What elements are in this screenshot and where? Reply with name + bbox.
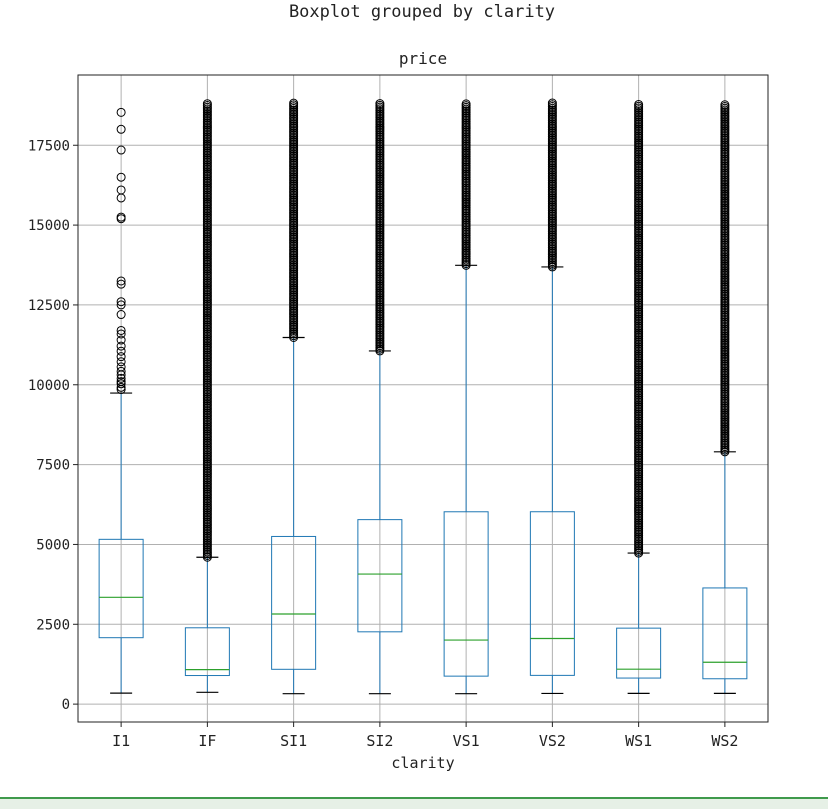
box-layer xyxy=(98,98,748,695)
x-tick-label-vs1: VS1 xyxy=(453,732,480,750)
box-group-ws2 xyxy=(702,100,748,694)
outlier-point xyxy=(289,98,299,108)
outlier-point xyxy=(116,297,126,307)
box-group-si1 xyxy=(271,98,317,695)
iqr-box xyxy=(184,627,230,677)
x-tick-label-si1: SI1 xyxy=(280,732,307,750)
iqr-box xyxy=(443,511,489,677)
box-group-i1 xyxy=(98,107,144,694)
outlier-point xyxy=(116,346,126,356)
iqr-box xyxy=(702,587,748,680)
outlier-group xyxy=(375,99,385,356)
outlier-group xyxy=(202,99,212,562)
outlier-point xyxy=(375,99,385,109)
iqr-box xyxy=(529,511,575,676)
x-tick-label-ws1: WS1 xyxy=(625,732,652,750)
iqr-box xyxy=(357,519,403,633)
outlier-point xyxy=(116,335,126,345)
outlier-point xyxy=(116,124,126,134)
x-tick-label-vs2: VS2 xyxy=(539,732,566,750)
y-tick-label: 17500 xyxy=(28,138,70,154)
outlier-point xyxy=(461,99,471,109)
x-tick-label-if: IF xyxy=(198,732,216,750)
outlier-point xyxy=(116,373,126,383)
figure-suptitle: Boxplot grouped by clarity xyxy=(288,2,556,22)
y-tick-label: 0 xyxy=(62,697,70,713)
outlier-point xyxy=(116,107,126,117)
outlier-point xyxy=(116,382,126,392)
outlier-point xyxy=(116,329,126,339)
outlier-point xyxy=(547,98,557,108)
y-tick-label: 10000 xyxy=(28,378,70,394)
box-group-vs2 xyxy=(529,98,575,695)
outlier-group xyxy=(289,98,299,343)
outlier-group xyxy=(720,100,730,457)
outlier-point xyxy=(202,99,212,109)
outlier-point xyxy=(116,366,126,376)
box-group-ws1 xyxy=(616,99,662,694)
bottom-status-strip xyxy=(0,797,828,809)
axis-layer: 0 2500 5000 7500 10000 12500 15000 17500 I1 IF SI1… xyxy=(28,74,769,750)
iqr-box xyxy=(98,538,144,639)
iqr-box xyxy=(271,535,317,670)
box-group-if xyxy=(184,99,230,693)
grid-layer xyxy=(78,75,768,722)
x-axis-label: clarity xyxy=(391,754,454,772)
outlier-point xyxy=(116,377,126,387)
outlier-point xyxy=(116,310,126,320)
outlier-point xyxy=(116,300,126,310)
y-tick-label: 7500 xyxy=(36,458,70,474)
x-tick-label-si2: SI2 xyxy=(366,732,393,750)
outlier-point xyxy=(720,100,730,110)
outlier-point xyxy=(116,341,126,351)
axes-title: price xyxy=(399,49,447,68)
outlier-point xyxy=(116,379,126,389)
box-group-si2 xyxy=(357,99,403,695)
outlier-point xyxy=(116,145,126,155)
outlier-point xyxy=(634,99,644,109)
bottom-status-line xyxy=(0,797,828,799)
outlier-group xyxy=(547,98,557,272)
box-group-vs1 xyxy=(443,99,489,695)
iqr-box xyxy=(616,627,662,679)
y-tick-label: 5000 xyxy=(36,537,70,553)
axes-frame xyxy=(77,74,769,723)
outlier-group xyxy=(634,99,644,558)
y-tick-label: 2500 xyxy=(36,617,70,633)
outlier-point xyxy=(116,362,126,372)
y-tick-label: 12500 xyxy=(28,298,70,314)
y-tick-label: 15000 xyxy=(28,218,70,234)
outlier-point xyxy=(116,352,126,362)
outlier-point xyxy=(116,212,126,222)
outlier-group xyxy=(461,99,471,270)
outlier-point xyxy=(116,185,126,195)
outlier-point xyxy=(116,276,126,286)
outlier-group xyxy=(116,107,126,395)
outlier-point xyxy=(116,279,126,289)
x-tick-label-ws2: WS2 xyxy=(711,732,738,750)
outlier-point xyxy=(116,172,126,182)
x-tick-label-i1: I1 xyxy=(112,732,130,750)
outlier-point xyxy=(116,357,126,367)
outlier-point xyxy=(116,325,126,335)
